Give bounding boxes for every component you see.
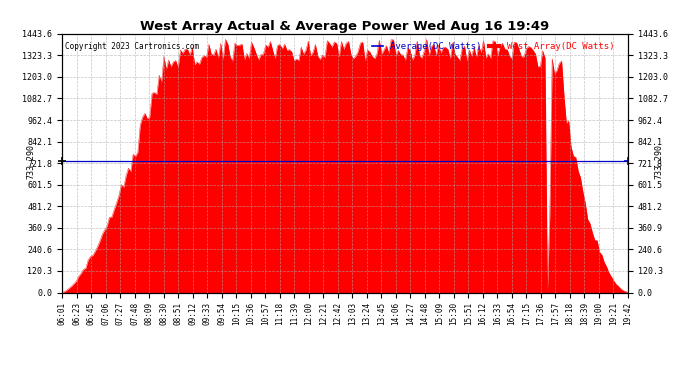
Text: Copyright 2023 Cartronics.com: Copyright 2023 Cartronics.com [65,42,199,51]
Text: 733.290: 733.290 [655,144,664,178]
Text: 733.290: 733.290 [26,144,35,178]
Title: West Array Actual & Average Power Wed Aug 16 19:49: West Array Actual & Average Power Wed Au… [140,20,550,33]
Legend: Average(DC Watts), West Array(DC Watts): Average(DC Watts), West Array(DC Watts) [368,38,618,54]
